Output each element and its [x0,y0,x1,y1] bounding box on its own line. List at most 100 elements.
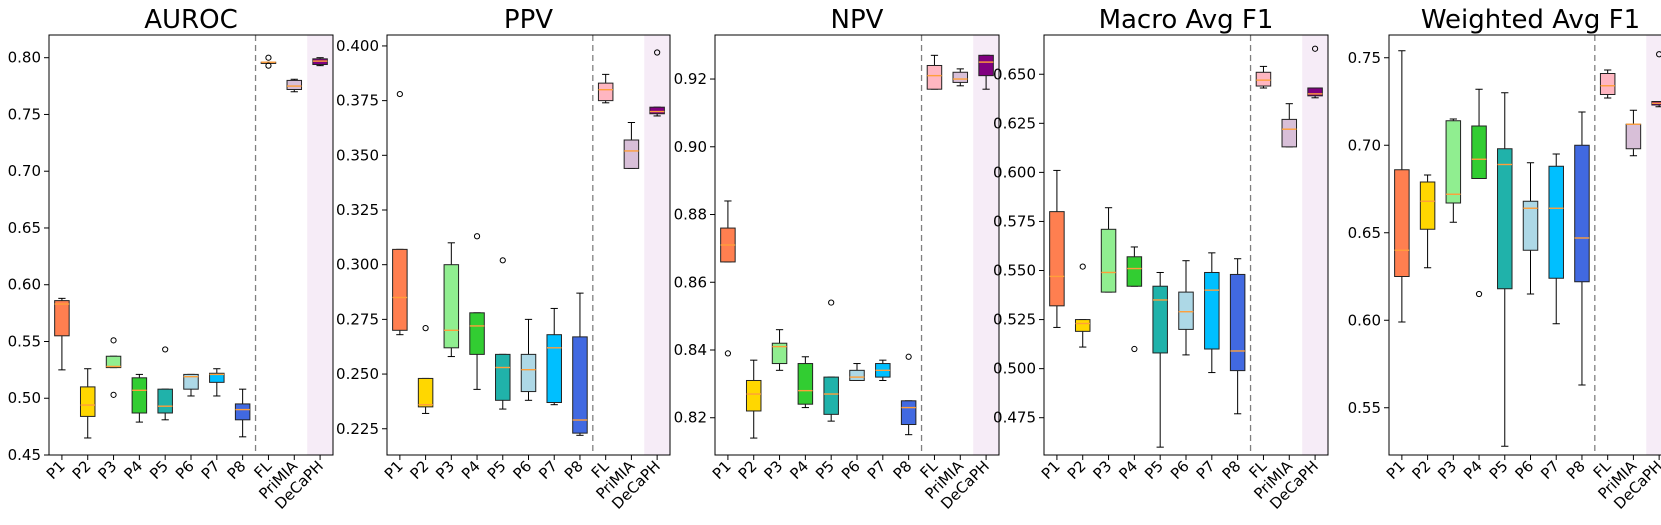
x-tick-label: P1 [43,457,69,483]
box-body [1100,228,1117,293]
box-body [157,388,173,414]
y-tick-label: 0.60 [8,276,41,294]
box-primia [286,78,303,93]
box-p4 [469,233,485,390]
box-body [54,300,70,337]
box-primia [1625,109,1642,157]
y-tick-label: 0.70 [1348,136,1381,154]
box-p2 [1074,263,1091,348]
x-tick-label: P2 [1409,457,1435,483]
y-tick-label: 0.82 [674,409,707,427]
outlier-point [499,257,506,264]
y-tick-label: 0.400 [336,37,379,55]
y-tick-label: 0.55 [1348,399,1381,417]
box-p3 [1100,207,1117,293]
x-tick-label: P4 [1115,457,1141,483]
x-tick-label: P1 [709,457,735,483]
x-tick-label: P5 [1141,457,1167,483]
box-body [771,342,788,365]
box-body [1419,181,1436,230]
box-body [1204,271,1220,350]
x-tick-label: P3 [432,457,458,483]
box-decaph [1651,51,1661,108]
box-body [1394,169,1410,277]
box-fl [1599,69,1616,99]
y-tick-label: 0.475 [993,409,1036,427]
box-p2 [745,359,762,439]
outlier-point [1311,45,1319,52]
y-tick-label: 0.80 [8,49,41,67]
box-p6 [1178,260,1194,356]
highlight-band [644,35,670,455]
box-p1 [1394,50,1410,323]
x-tick-label: P7 [1537,457,1563,483]
box-body [1548,165,1564,279]
box-p3 [771,329,788,371]
box-body [849,369,865,381]
box-body [443,264,460,349]
x-tick-label: P7 [535,457,561,483]
box-body [417,377,434,408]
box-p5 [495,257,511,410]
x-tick-label: P5 [812,457,838,483]
y-tick-label: 0.225 [336,420,379,438]
x-tick-label: P6 [1511,457,1537,483]
panel-title: Macro Avg F1 [1099,5,1274,35]
box-primia [952,68,969,87]
y-tick-label: 0.90 [674,138,707,156]
y-tick-label: 0.60 [1348,311,1381,329]
box-body [597,82,614,102]
y-tick-label: 0.70 [8,162,41,180]
box-p5 [823,299,839,422]
y-tick-label: 0.325 [336,201,379,219]
y-tick-label: 0.350 [336,146,379,164]
outlier-point [1079,263,1086,270]
box-p4 [131,373,148,423]
box-p3 [1445,118,1462,223]
panel-title: PPV [504,5,553,35]
box-fl [260,54,277,69]
box-body [623,139,640,169]
y-tick-label: 0.86 [674,273,707,291]
box-body [1307,87,1323,97]
box-body [649,106,665,115]
outlier-point [828,299,835,306]
y-tick-label: 0.92 [674,70,707,88]
box-p7 [875,359,891,381]
outlier-point [396,90,403,98]
box-body [392,248,408,331]
x-tick-label: P2 [69,457,95,483]
box-p6 [849,363,865,381]
box-p4 [1126,246,1143,353]
box-body [1599,73,1616,95]
box-p7 [1204,252,1220,374]
x-tick-label: P4 [1460,457,1486,483]
x-tick-label: P8 [1563,457,1589,483]
panel-2: 0.225 0.250 0.275 0.300 0.325 0.350 0.375 0.400… [336,5,671,513]
box-body [1522,200,1539,251]
box-body [900,400,917,426]
y-tick-label: 0.65 [1348,224,1381,242]
box-p5 [1497,92,1513,447]
x-tick-label: P3 [94,457,120,483]
x-tick-label: P4 [786,457,812,483]
box-body [131,377,148,414]
y-tick-label: 0.650 [993,65,1036,83]
box-p6 [183,373,199,397]
box-p5 [157,346,173,421]
x-tick-label: P8 [890,457,916,483]
box-body [1229,273,1246,372]
y-tick-label: 0.75 [8,105,41,123]
box-body [520,353,537,393]
box-body [79,386,96,417]
box-body [1049,211,1065,307]
box-body [234,403,251,421]
panel-title: AUROC [144,5,238,35]
y-tick-label: 0.625 [993,114,1036,132]
outlier-point [1656,51,1661,58]
x-tick-label: P8 [224,457,250,483]
x-tick-label: P7 [864,457,890,483]
box-body [797,363,814,405]
highlight-band [307,35,333,455]
